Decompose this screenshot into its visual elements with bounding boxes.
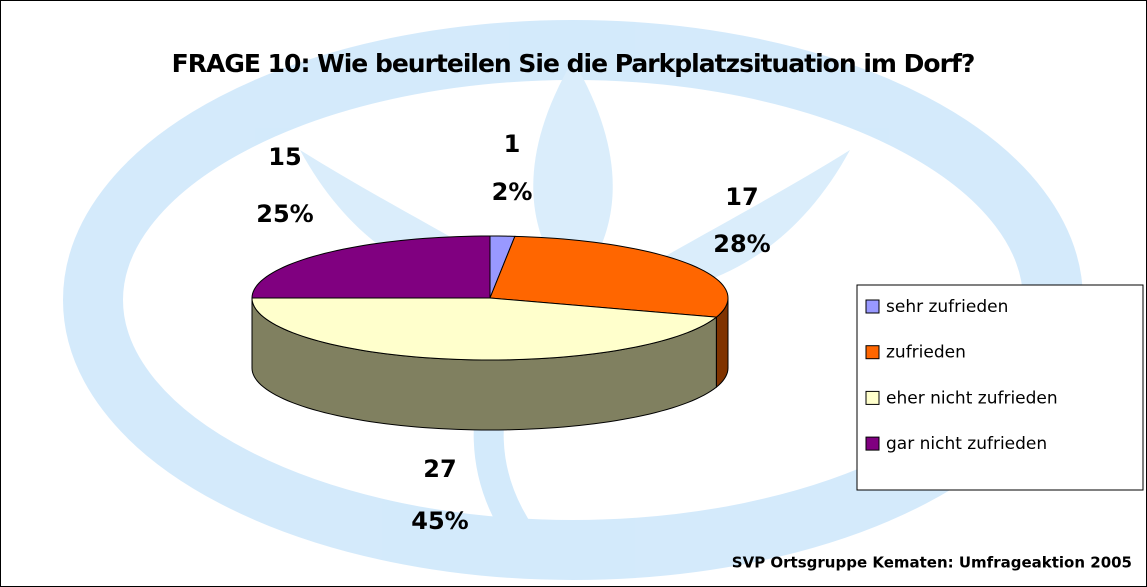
value-label: 17	[725, 183, 758, 211]
share-label: 45%	[411, 507, 468, 535]
value-label: 15	[268, 143, 301, 171]
share-label: 25%	[256, 200, 313, 228]
legend-label: sehr zufrieden	[886, 297, 1008, 317]
legend-label: eher nicht zufrieden	[886, 388, 1058, 408]
legend-label: gar nicht zufrieden	[886, 434, 1047, 454]
slice	[489, 235, 729, 318]
legend-swatch	[865, 390, 880, 405]
legend-swatch	[865, 436, 880, 451]
legend-swatch	[865, 299, 880, 314]
value-label: 27	[423, 455, 456, 483]
legend-box	[856, 284, 1144, 491]
legend-swatch	[865, 345, 880, 360]
share-label: 2%	[492, 178, 533, 206]
legend-label: zufrieden	[886, 343, 966, 363]
slice	[251, 297, 718, 361]
slice	[251, 235, 491, 299]
source: SVP Ortsgruppe Kematen: Umfrageaktion 20…	[732, 554, 1132, 572]
share-label: 28%	[713, 230, 770, 258]
chart-title: FRAGE 10: Wie beurteilen Sie die Parkpla…	[171, 49, 976, 78]
value-label: 1	[504, 130, 521, 158]
